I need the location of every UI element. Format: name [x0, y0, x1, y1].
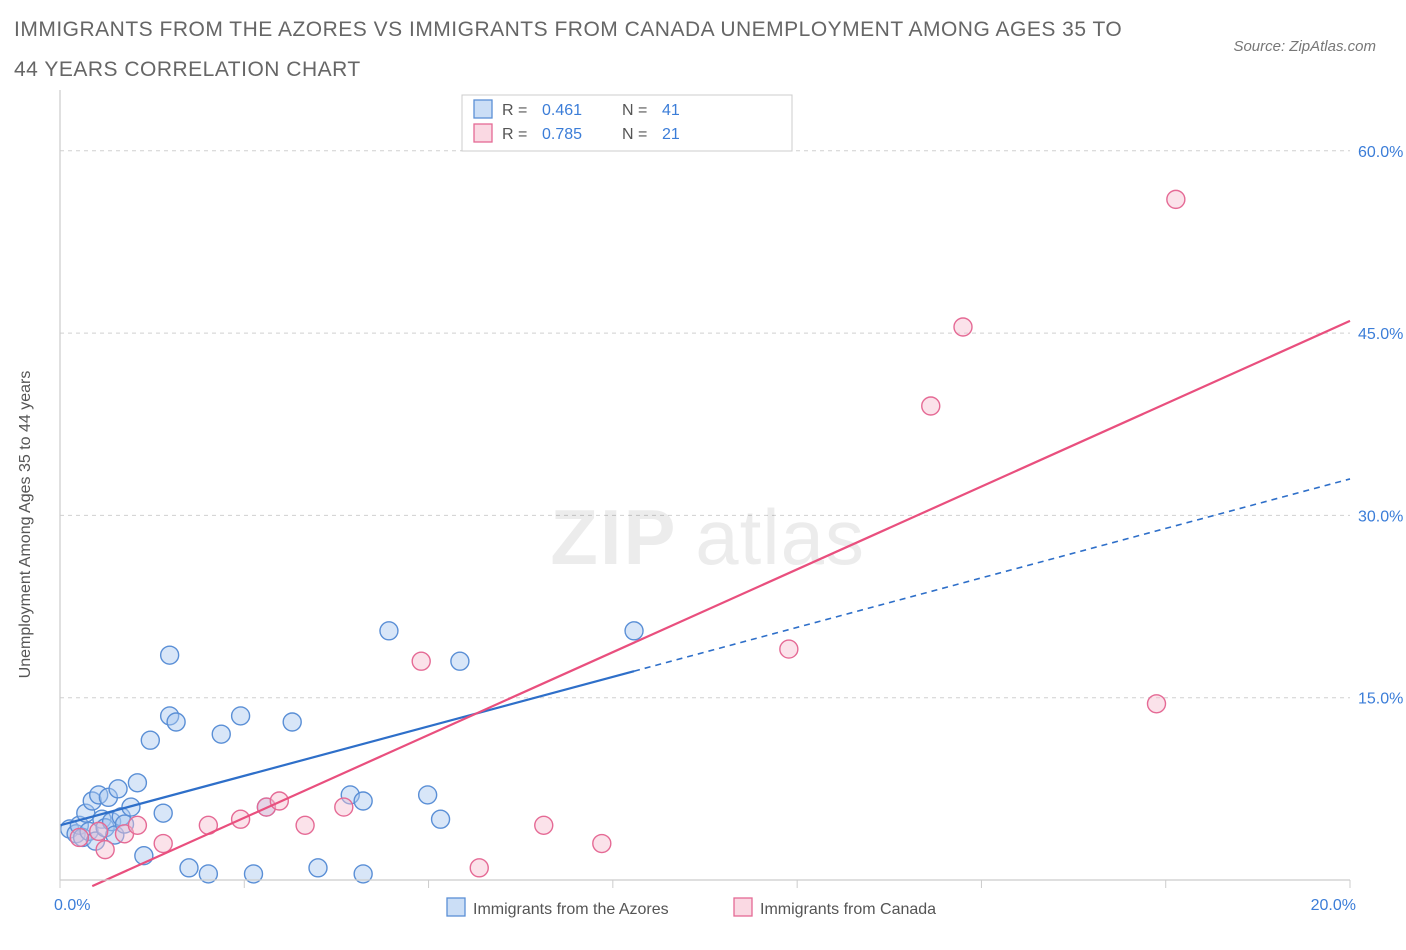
data-point: [161, 646, 179, 664]
data-point: [451, 652, 469, 670]
data-point: [922, 397, 940, 415]
data-point: [335, 798, 353, 816]
data-point: [309, 859, 327, 877]
data-point: [432, 810, 450, 828]
legend-swatch: [447, 898, 465, 916]
data-point: [780, 640, 798, 658]
data-point: [232, 707, 250, 725]
legend-r-value: 0.461: [542, 102, 582, 119]
legend-r-label: R =: [502, 126, 527, 143]
x-tick-label: 0.0%: [54, 897, 90, 914]
legend-n-value: 21: [662, 126, 680, 143]
data-point: [419, 786, 437, 804]
legend-n-label: N =: [622, 126, 647, 143]
data-point: [128, 816, 146, 834]
data-point: [593, 834, 611, 852]
legend-n-label: N =: [622, 102, 647, 119]
data-point: [1167, 190, 1185, 208]
data-point: [954, 318, 972, 336]
data-point: [167, 713, 185, 731]
data-point: [625, 622, 643, 640]
data-point: [128, 774, 146, 792]
data-point: [1148, 695, 1166, 713]
data-point: [380, 622, 398, 640]
y-tick-label: 30.0%: [1358, 508, 1403, 525]
y-axis-title: Unemployment Among Ages 35 to 44 years: [17, 370, 34, 678]
data-point: [70, 828, 88, 846]
watermark-text: ZIP: [550, 493, 677, 581]
legend-swatch: [734, 898, 752, 916]
data-point: [154, 804, 172, 822]
data-point: [354, 792, 372, 810]
legend-series-label: Immigrants from the Azores: [473, 901, 669, 918]
data-point: [90, 822, 108, 840]
watermark-text2: atlas: [695, 493, 865, 581]
legend-swatch: [474, 100, 492, 118]
source-attribution: Source: ZipAtlas.com: [1233, 38, 1376, 55]
data-point: [296, 816, 314, 834]
data-point: [283, 713, 301, 731]
regression-line: [92, 321, 1350, 886]
data-point: [470, 859, 488, 877]
y-tick-label: 60.0%: [1358, 144, 1403, 161]
data-point: [535, 816, 553, 834]
legend-swatch: [474, 124, 492, 142]
legend-r-label: R =: [502, 102, 527, 119]
legend-series-label: Immigrants from Canada: [760, 901, 936, 918]
legend-n-value: 41: [662, 102, 680, 119]
y-tick-label: 45.0%: [1358, 326, 1403, 343]
data-point: [109, 780, 127, 798]
legend-r-value: 0.785: [542, 126, 582, 143]
chart-title: IMMIGRANTS FROM THE AZORES VS IMMIGRANTS…: [14, 10, 1144, 90]
x-tick-label: 20.0%: [1311, 897, 1356, 914]
data-point: [141, 731, 159, 749]
data-point: [412, 652, 430, 670]
data-point: [154, 834, 172, 852]
data-point: [96, 840, 114, 858]
data-point: [212, 725, 230, 743]
data-point: [180, 859, 198, 877]
scatter-plot: ZIPatlas 0.0% 20.0% 15.0% 30.0% 45.0% 60.0% Une…: [0, 90, 1406, 920]
y-tick-label: 15.0%: [1358, 690, 1403, 707]
